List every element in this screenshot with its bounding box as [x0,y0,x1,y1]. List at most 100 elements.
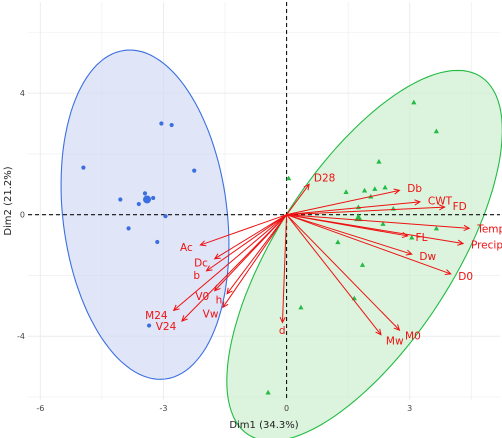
variable-label: Ac [180,242,193,254]
arrow-head [393,324,401,331]
arrow-head [303,183,310,191]
arrow-head [213,253,221,260]
group2-point [376,158,382,164]
arrow-shaft [286,206,445,216]
arrow-shaft [214,214,287,260]
variable-arrow-d0: D0 [286,214,473,283]
y-tick-label: 0 [20,211,25,220]
x-tick-label: 3 [407,404,412,413]
variable-label: FD [453,201,467,213]
arrow-head [172,304,180,312]
variable-arrow-h: h [216,214,287,307]
arrow-head [375,328,382,336]
variable-label: Db [407,183,422,195]
group1-point [81,165,86,170]
variable-label: Vw [203,308,219,320]
variable-label: Mw [386,335,404,347]
arrow-shaft [286,189,400,216]
arrow-shaft [286,214,382,335]
variable-label: h [216,295,223,307]
group1-point [155,239,160,245]
variable-arrow-precip: Precip [286,214,502,251]
variable-arrow-v24: V24 [156,214,287,333]
arrow-head [438,204,446,211]
arrow-head [444,269,452,276]
arrow-head [405,249,413,256]
variable-label: Dw [419,251,436,263]
x-tick-label: -3 [159,404,167,413]
arrow-head [414,199,422,206]
group2-ellipse [226,69,502,438]
group2-point [411,99,417,105]
arrow-head [393,188,401,195]
arrow-shaft [286,183,310,215]
group1-point [126,226,131,231]
group2-point [335,239,341,245]
y-tick-label: -4 [17,332,25,341]
group2-point [361,187,368,193]
arrow-shaft [181,214,287,322]
x-tick-label: 0 [284,404,289,413]
variable-label: V24 [156,321,177,333]
variable-label: Temp [476,223,502,235]
variable-arrow-m24: M24 [145,214,287,322]
group1-ellipse [60,49,230,380]
variable-label: CWT [428,196,453,208]
variable-label: M24 [145,310,168,322]
group1-point [136,201,141,207]
variable-arrow-dw: Dw [286,214,436,263]
variable-label: b [193,270,200,282]
variable-arrow-cwt: CWT [286,196,453,216]
variable-label: Dc [194,257,208,269]
group2-centroid [354,213,363,222]
variable-arrow-mw: Mw [286,214,404,347]
group2-point [286,175,292,181]
arrow-head [457,239,465,246]
arrow-shaft [286,214,451,275]
variable-arrow-fd: FD [286,201,467,216]
y-tick-labels: -4 0 4 [17,89,25,341]
arrow-shaft [286,214,412,255]
group1-point [118,197,123,202]
group1-point [151,195,156,201]
variable-label: M0 [405,330,421,342]
group2-point [359,262,366,267]
group1-centroid [143,195,152,204]
arrow-shaft [226,214,287,294]
group2-point [343,189,349,194]
variable-label: V0 [195,291,209,303]
variable-label: Precip [471,239,502,251]
arrow-head [199,240,207,247]
group2-point [298,304,304,310]
group2-point [409,234,415,240]
group2-point [382,184,388,190]
arrow-shaft [206,214,287,272]
group1-point [169,122,174,128]
arrow-head [181,315,188,322]
arrow-shaft [286,214,400,331]
variable-arrow-dc: Dc [194,214,287,269]
group1-point [192,168,197,173]
variable-arrow-m0: M0 [286,214,421,342]
arrow-head [463,224,471,232]
variable-arrow-temp: Temp [286,214,502,235]
arrow-shaft [286,201,421,216]
y-axis-label: Dim2 (21.2%) [3,166,14,235]
variable-arrow-vw: Vw [203,214,287,320]
variable-label: D28 [314,172,335,184]
arrow-shaft [200,214,287,246]
group2-point [265,389,271,395]
x-tick-labels: -6 -3 0 3 [36,404,412,413]
group2-point [380,221,386,226]
arrow-shaft [173,214,287,311]
group1-point [159,121,164,126]
arrow-head [279,316,286,324]
x-axis-label: Dim1 (34.3%) [229,420,298,431]
y-tick-label: 4 [20,89,25,98]
variable-arrow-d: d [279,214,288,337]
group2-point [433,225,439,231]
arrow-shaft [286,214,470,229]
variable-arrow-d28: D28 [286,172,335,215]
